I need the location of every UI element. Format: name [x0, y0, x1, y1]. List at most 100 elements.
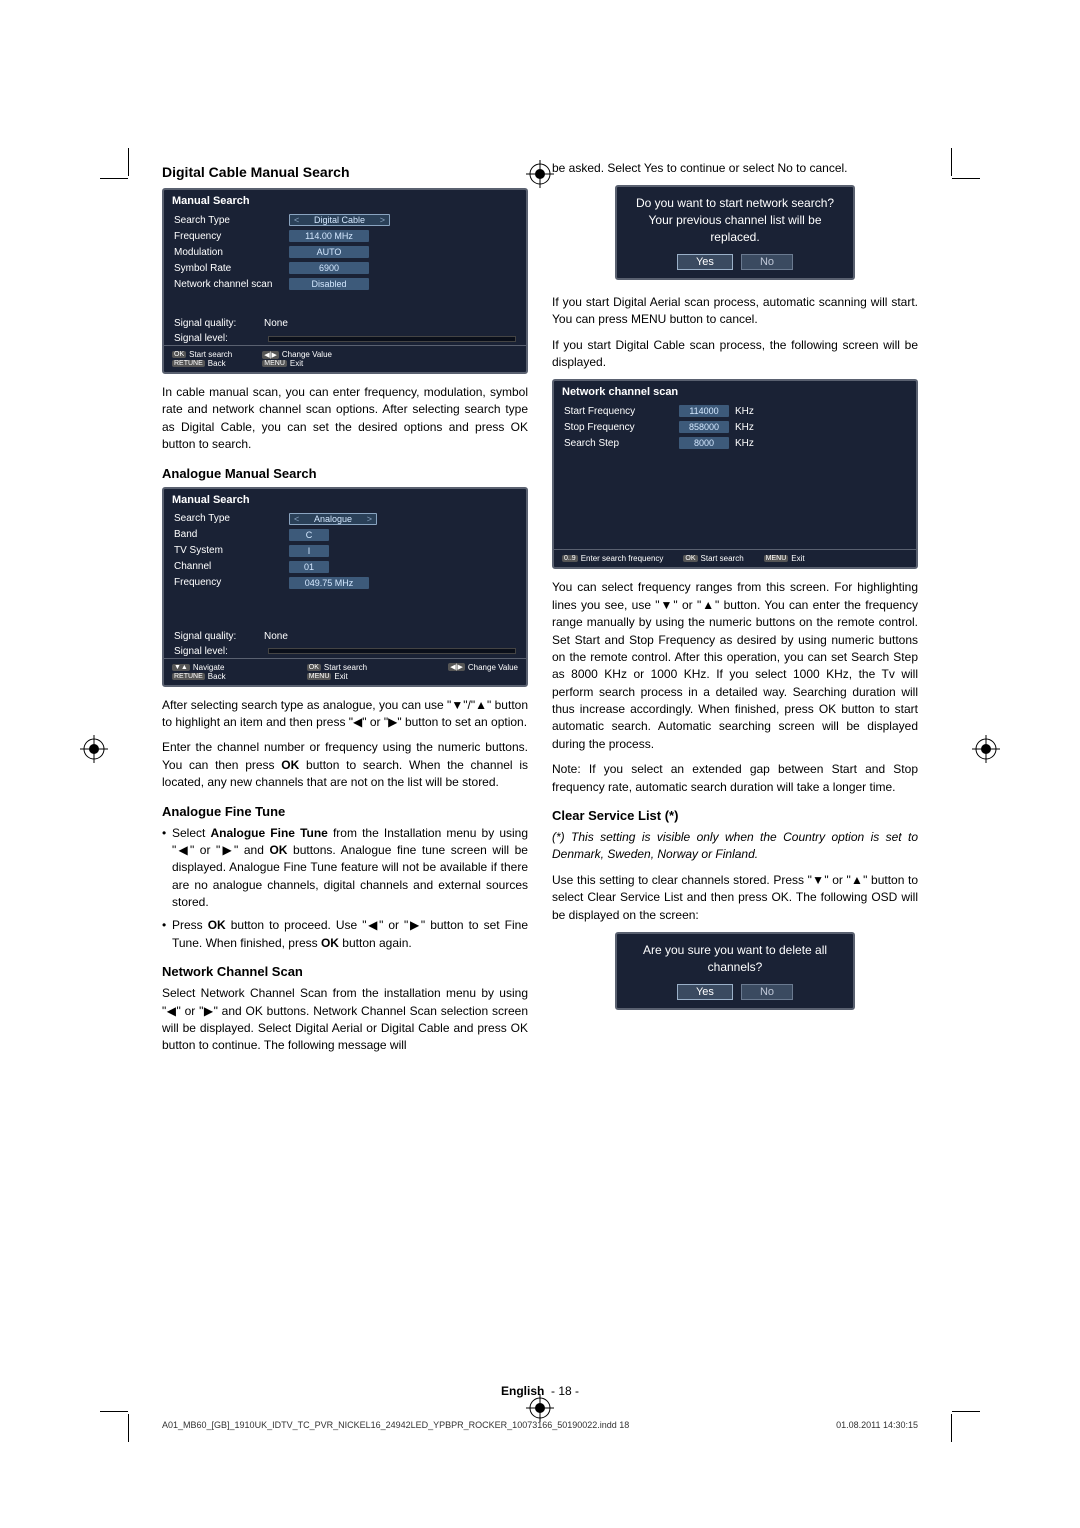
- left-column: Digital Cable Manual Search Manual Searc…: [162, 160, 528, 1063]
- ok-key-icon: OK: [683, 555, 697, 562]
- osd-value[interactable]: Disabled: [289, 278, 369, 290]
- osd-label: Band: [174, 529, 289, 540]
- osd-label: Modulation: [174, 247, 289, 258]
- registration-mark-icon: [526, 1394, 554, 1422]
- arrows-key-icon: ◀|▶: [448, 663, 465, 671]
- crop-mark: [100, 1411, 128, 1412]
- osd-value[interactable]: Analogue: [289, 513, 377, 525]
- signal-quality-value: None: [264, 631, 288, 642]
- osd-manual-search-analogue: Manual Search Search TypeAnalogue BandC …: [162, 487, 528, 687]
- heading-clear-service: Clear Service List (*): [552, 808, 918, 823]
- print-footer: A01_MB60_[GB]_1910UK_IDTV_TC_PVR_NICKEL1…: [162, 1420, 918, 1430]
- menu-key-icon: MENU: [307, 673, 332, 680]
- signal-quality-label: Signal quality:: [174, 631, 264, 642]
- ok-key-icon: OK: [307, 664, 321, 671]
- no-button[interactable]: No: [741, 984, 793, 1000]
- crop-mark: [952, 178, 980, 179]
- heading-analogue-fine: Analogue Fine Tune: [162, 804, 528, 819]
- no-button[interactable]: No: [741, 254, 793, 270]
- osd-label: Search Type: [174, 513, 289, 524]
- retune-key-icon: RETUNE: [172, 360, 205, 367]
- signal-level-label: Signal level:: [174, 333, 264, 344]
- yes-button[interactable]: Yes: [677, 984, 733, 1000]
- crop-mark: [952, 1411, 980, 1412]
- osd-value[interactable]: AUTO: [289, 246, 369, 258]
- osd-label: Search Type: [174, 215, 289, 226]
- body-text: Enter the channel number or frequency us…: [162, 739, 528, 791]
- osd-label: Frequency: [174, 231, 289, 242]
- osd-value[interactable]: 6900: [289, 262, 369, 274]
- body-text: Note: If you select an extended gap betw…: [552, 761, 918, 796]
- osd-label: TV System: [174, 545, 289, 556]
- body-text: If you start Digital Cable scan process,…: [552, 337, 918, 372]
- crop-mark: [128, 1414, 129, 1442]
- osd-label: Symbol Rate: [174, 263, 289, 274]
- osd-label: Start Frequency: [564, 406, 679, 417]
- osd-value[interactable]: Digital Cable: [289, 214, 390, 226]
- osd-title: Network channel scan: [554, 381, 916, 403]
- registration-mark-icon: [80, 735, 108, 763]
- body-text-italic: (*) This setting is visible only when th…: [552, 829, 918, 864]
- dialog-clear-service: Are you sure you want to delete all chan…: [615, 932, 855, 1010]
- osd-value[interactable]: 114000: [679, 405, 729, 417]
- heading-digital-cable: Digital Cable Manual Search: [162, 164, 528, 180]
- signal-quality-value: None: [264, 318, 288, 329]
- osd-value[interactable]: 114.00 MHz: [289, 230, 369, 242]
- heading-analogue-manual: Analogue Manual Search: [162, 466, 528, 481]
- body-text: After selecting search type as analogue,…: [162, 697, 528, 732]
- osd-label: Frequency: [174, 577, 289, 588]
- right-column: be asked. Select Yes to continue or sele…: [552, 160, 918, 1063]
- crop-mark: [951, 1414, 952, 1442]
- list-item: Press OK button to proceed. Use "◀" or "…: [162, 917, 528, 952]
- registration-mark-icon: [526, 160, 554, 188]
- heading-network-scan: Network Channel Scan: [162, 964, 528, 979]
- body-text: In cable manual scan, you can enter freq…: [162, 384, 528, 454]
- page-footer: English - 18 -: [0, 1384, 1080, 1398]
- crop-mark: [100, 178, 128, 179]
- osd-value[interactable]: I: [289, 545, 329, 557]
- signal-level-bar: [268, 336, 516, 342]
- dialog-network-search: Do you want to start network search? You…: [615, 185, 855, 279]
- registration-mark-icon: [972, 735, 1000, 763]
- osd-label: Stop Frequency: [564, 422, 679, 433]
- dialog-text: Are you sure you want to delete all: [627, 942, 843, 959]
- osd-unit: KHz: [735, 422, 754, 433]
- osd-manual-search-digital: Manual Search Search TypeDigital Cable F…: [162, 188, 528, 374]
- osd-label: Channel: [174, 561, 289, 572]
- timestamp-text: 01.08.2011 14:30:15: [836, 1420, 918, 1430]
- body-text: be asked. Select Yes to continue or sele…: [552, 160, 918, 177]
- osd-value[interactable]: C: [289, 529, 329, 541]
- osd-network-channel-scan: Network channel scan Start Frequency1140…: [552, 379, 918, 569]
- list-item: Select Analogue Fine Tune from the Insta…: [162, 825, 528, 912]
- osd-title: Manual Search: [164, 190, 526, 212]
- dialog-text: channels?: [627, 959, 843, 976]
- signal-quality-label: Signal quality:: [174, 318, 264, 329]
- crop-mark: [951, 148, 952, 176]
- filename-text: A01_MB60_[GB]_1910UK_IDTV_TC_PVR_NICKEL1…: [162, 1420, 629, 1430]
- osd-title: Manual Search: [164, 489, 526, 511]
- crop-mark: [128, 148, 129, 176]
- menu-key-icon: MENU: [764, 555, 789, 562]
- arrows-key-icon: ◀|▶: [262, 351, 279, 359]
- osd-value[interactable]: 858000: [679, 421, 729, 433]
- retune-key-icon: RETUNE: [172, 673, 205, 680]
- body-text: Use this setting to clear channels store…: [552, 872, 918, 924]
- nav-key-icon: ▼▲: [172, 664, 190, 671]
- yes-button[interactable]: Yes: [677, 254, 733, 270]
- osd-unit: KHz: [735, 406, 754, 417]
- osd-value[interactable]: 01: [289, 561, 329, 573]
- body-text: You can select frequency ranges from thi…: [552, 579, 918, 753]
- body-text: Select Network Channel Scan from the ins…: [162, 985, 528, 1055]
- osd-value[interactable]: 049.75 MHz: [289, 577, 369, 589]
- osd-value[interactable]: 8000: [679, 437, 729, 449]
- osd-unit: KHz: [735, 438, 754, 449]
- dialog-text: Do you want to start network search?: [627, 195, 843, 212]
- numeric-key-icon: 0..9: [562, 555, 578, 562]
- ok-key-icon: OK: [172, 351, 186, 358]
- body-text: If you start Digital Aerial scan process…: [552, 294, 918, 329]
- menu-key-icon: MENU: [262, 360, 287, 367]
- dialog-text: replaced.: [627, 229, 843, 246]
- osd-label: Network channel scan: [174, 279, 289, 290]
- signal-level-label: Signal level:: [174, 646, 264, 657]
- dialog-text: Your previous channel list will be: [627, 212, 843, 229]
